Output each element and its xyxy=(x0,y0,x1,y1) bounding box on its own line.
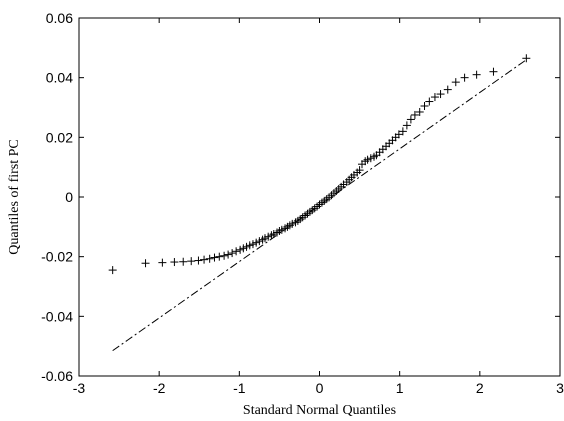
data-point xyxy=(224,250,233,259)
x-tick-label: 0 xyxy=(316,380,324,396)
data-point xyxy=(269,229,278,238)
data-point xyxy=(402,121,411,130)
data-point xyxy=(415,107,424,116)
data-point xyxy=(108,266,117,275)
data-point xyxy=(252,238,261,247)
y-tick-label: 0 xyxy=(65,189,73,205)
y-tick-label: 0.06 xyxy=(46,10,73,26)
data-point xyxy=(398,127,407,136)
x-tick-label: 1 xyxy=(396,380,404,396)
data-point xyxy=(489,67,498,76)
data-point xyxy=(472,70,481,79)
x-tick-label: 2 xyxy=(476,380,484,396)
axis-ticks: -3 -2 -1 0 1 2 3 -0.06 -0.04 -0.02 0 0.02 0.04 0.06 xyxy=(41,10,564,396)
data-point xyxy=(420,102,429,111)
data-point xyxy=(242,242,251,251)
data-point xyxy=(355,166,364,175)
data-point xyxy=(410,110,419,119)
data-point xyxy=(430,93,439,102)
data-point xyxy=(239,244,248,253)
data-point xyxy=(443,85,452,94)
x-tick-label: -2 xyxy=(153,380,166,396)
y-axis-label: Quantiles of first PC xyxy=(7,139,22,255)
data-point xyxy=(255,237,264,246)
data-point xyxy=(187,257,196,266)
data-point xyxy=(436,90,445,99)
data-point xyxy=(232,247,241,256)
data-point xyxy=(210,253,219,262)
data-point xyxy=(451,78,460,87)
data-point xyxy=(200,255,209,264)
data-point xyxy=(277,225,286,234)
data-point xyxy=(264,232,273,241)
data-point xyxy=(460,73,469,82)
data-point xyxy=(406,115,415,124)
data-point xyxy=(205,254,214,263)
data-point xyxy=(194,256,203,265)
data-markers xyxy=(108,54,531,275)
data-point xyxy=(179,257,188,266)
data-point xyxy=(366,154,375,163)
data-point xyxy=(220,251,229,260)
x-axis-label: Standard Normal Quantiles xyxy=(243,403,396,418)
y-tick-label: -0.02 xyxy=(41,249,73,265)
y-tick-label: 0.04 xyxy=(46,70,73,86)
data-point xyxy=(425,97,434,106)
data-point xyxy=(170,258,179,267)
data-point xyxy=(288,219,297,228)
data-point xyxy=(236,245,245,254)
x-tick-label: -1 xyxy=(233,380,246,396)
y-tick-label: -0.06 xyxy=(41,368,73,384)
data-point xyxy=(248,240,257,249)
data-point xyxy=(363,155,372,164)
data-point xyxy=(245,241,254,250)
y-tick-label: -0.04 xyxy=(41,308,73,324)
data-point xyxy=(228,249,237,258)
data-point xyxy=(260,234,269,243)
data-point xyxy=(141,259,150,268)
x-tick-label: -3 xyxy=(73,380,86,396)
data-point xyxy=(394,130,403,139)
data-point xyxy=(522,54,531,63)
data-point xyxy=(215,252,224,261)
y-tick-label: 0.02 xyxy=(46,129,73,145)
data-point xyxy=(158,258,167,267)
plot-background xyxy=(79,18,560,376)
x-tick-label: 3 xyxy=(556,380,564,396)
